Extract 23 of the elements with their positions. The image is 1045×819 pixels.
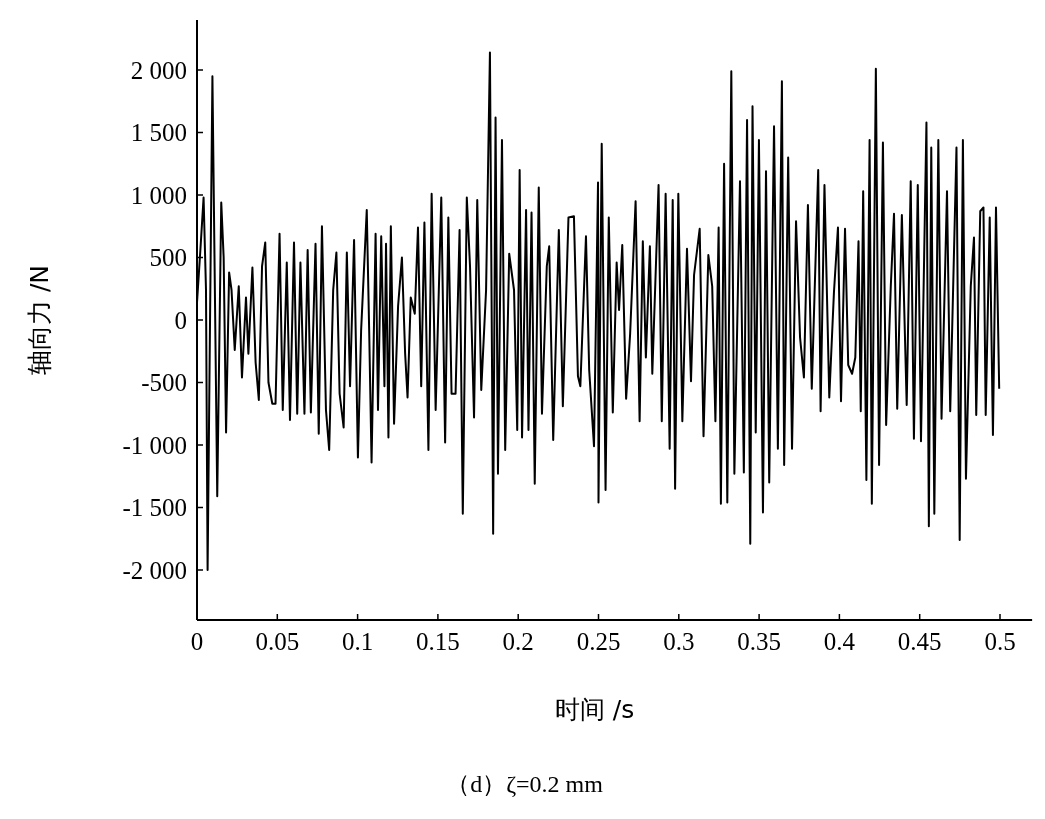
y-tick-label: -1 500 [122, 494, 187, 521]
y-tick-label: -2 000 [122, 556, 187, 584]
y-tick-label: 2 000 [130, 56, 187, 84]
y-tick-label: 500 [149, 244, 187, 271]
x-tick-label: 0.5 [984, 628, 1016, 655]
y-tick-label: 1 500 [130, 119, 187, 146]
x-tick-label: 0.2 [502, 628, 534, 655]
x-tick-label: 0.3 [663, 628, 695, 655]
x-tick-label: 0.35 [737, 628, 781, 655]
x-tick-label: 0 [190, 628, 204, 655]
x-tick-label: 0.25 [576, 628, 621, 655]
y-axis-title: 轴向力 /N [25, 264, 54, 376]
text: （d）ζ=0.2 mm [446, 771, 604, 797]
x-tick-label: 0.4 [823, 628, 856, 655]
x-axis-title: 时间 /s [554, 695, 635, 724]
x-tick-label: 0.1 [341, 628, 374, 655]
x-tick-label: 0.45 [897, 628, 942, 655]
y-tick-label: 0 [174, 306, 187, 334]
y-tick-label: 1 000 [130, 181, 187, 209]
y-tick-label: -1 000 [122, 431, 187, 459]
x-tick-label: 0.15 [416, 628, 460, 655]
y-tick-label: -500 [141, 369, 187, 396]
x-tick-label: 0.05 [255, 628, 300, 655]
